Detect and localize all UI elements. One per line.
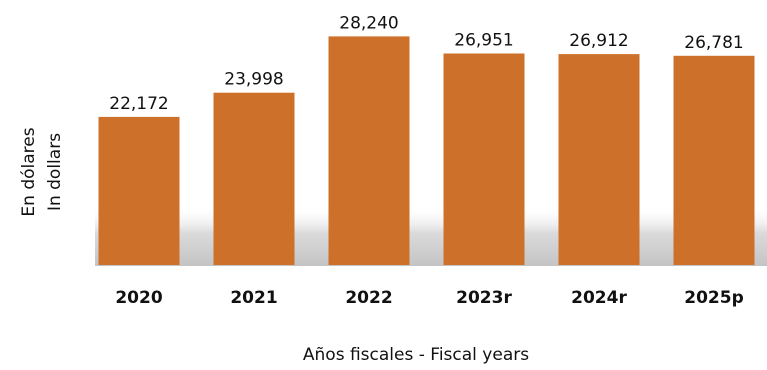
value-label-2020: 22,172 bbox=[109, 94, 168, 114]
x-tick-labels-layer: 2020 2021 2022 2023r 2024r 2025p bbox=[115, 288, 743, 308]
y-axis-title-line-1: En dólares bbox=[19, 127, 39, 216]
y-axis-title-line-2: In dollars bbox=[45, 133, 65, 211]
x-tick-label-2021: 2021 bbox=[230, 288, 277, 308]
value-label-2022: 28,240 bbox=[339, 13, 398, 33]
value-label-2024r: 26,912 bbox=[569, 31, 628, 51]
x-axis-title: Años fiscales - Fiscal years bbox=[303, 345, 529, 365]
bars-layer bbox=[98, 36, 755, 266]
x-tick-label-2020: 2020 bbox=[115, 288, 162, 308]
x-tick-label-2025p: 2025p bbox=[684, 288, 743, 308]
x-tick-label-2023r: 2023r bbox=[456, 288, 512, 308]
bar-2020 bbox=[98, 116, 180, 266]
value-label-2025p: 26,781 bbox=[684, 33, 743, 53]
bar-2021 bbox=[213, 92, 295, 265]
bar-2023r bbox=[443, 53, 525, 265]
value-labels-layer: 22,172 23,998 28,240 26,951 26,912 26,781 bbox=[109, 13, 743, 114]
plot-shadow-band bbox=[95, 206, 767, 266]
x-tick-label-2024r: 2024r bbox=[571, 288, 627, 308]
bar-2025p bbox=[673, 55, 755, 265]
bar-2022 bbox=[328, 36, 410, 266]
y-axis-title: En dólares In dollars bbox=[19, 127, 65, 216]
value-label-2021: 23,998 bbox=[224, 70, 283, 90]
x-tick-label-2022: 2022 bbox=[345, 288, 392, 308]
bar-2024r bbox=[558, 54, 640, 265]
value-label-2023r: 26,951 bbox=[454, 31, 513, 51]
